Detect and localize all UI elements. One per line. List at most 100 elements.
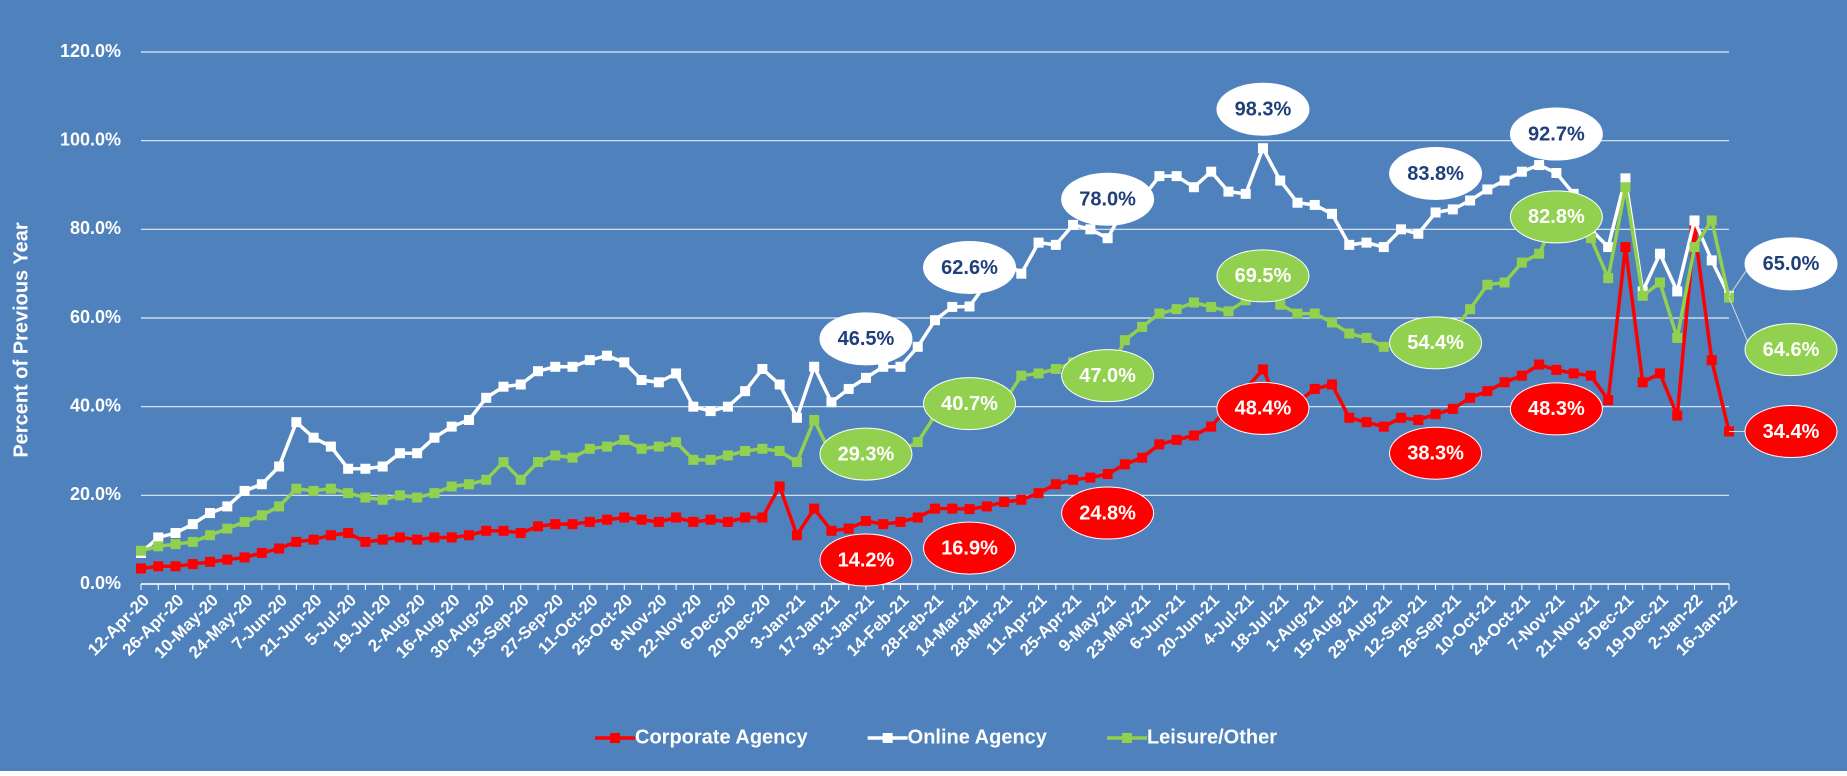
point-marker [1465, 392, 1476, 403]
point-marker [1119, 459, 1130, 470]
point-marker [429, 488, 440, 499]
point-marker [705, 514, 716, 525]
point-marker [170, 561, 181, 572]
data-label: 48.4% [1235, 398, 1292, 420]
point-marker [1482, 386, 1493, 397]
point-marker [602, 350, 613, 361]
point-marker [1465, 195, 1476, 206]
point-marker [1050, 239, 1061, 250]
point-marker [1378, 341, 1389, 352]
point-marker [567, 519, 578, 530]
point-marker [826, 525, 837, 536]
point-marker [377, 534, 388, 545]
point-marker [722, 516, 733, 527]
point-marker [308, 534, 319, 545]
point-marker [1050, 479, 1061, 490]
point-marker [187, 519, 198, 530]
point-marker [791, 412, 802, 423]
point-marker [343, 528, 354, 539]
point-marker [1016, 370, 1027, 381]
legend-marker [1121, 733, 1132, 743]
point-marker [809, 361, 820, 372]
point-marker [1033, 368, 1044, 379]
point-marker [463, 479, 474, 490]
point-marker [567, 361, 578, 372]
point-marker [308, 485, 319, 496]
point-marker [878, 519, 889, 530]
point-marker [377, 461, 388, 472]
callout-bubble [1509, 382, 1603, 436]
point-marker [481, 474, 492, 485]
data-label: 78.0% [1079, 188, 1136, 210]
point-marker [1223, 186, 1234, 197]
point-marker [1309, 383, 1320, 394]
point-marker [1534, 359, 1545, 370]
point-marker [274, 501, 285, 512]
point-marker [1689, 215, 1700, 226]
point-marker [1499, 377, 1510, 388]
point-marker [1413, 228, 1424, 239]
point-marker [429, 432, 440, 443]
data-label: 65.0% [1763, 253, 1820, 275]
point-marker [1068, 474, 1079, 485]
point-marker [481, 525, 492, 536]
point-marker [1516, 166, 1527, 177]
point-marker [1240, 188, 1251, 199]
point-marker [412, 534, 423, 545]
point-marker [325, 530, 336, 541]
point-marker [602, 514, 613, 525]
point-marker [1637, 290, 1648, 301]
point-marker [757, 363, 768, 374]
point-marker [1689, 224, 1700, 235]
point-marker [1396, 224, 1407, 235]
point-marker [1585, 370, 1596, 381]
point-marker [1551, 364, 1562, 375]
point-marker [1154, 171, 1165, 182]
point-marker [740, 386, 751, 397]
y-tick-label: 120.0% [60, 41, 121, 61]
point-marker [1361, 417, 1372, 428]
point-marker [584, 516, 595, 527]
point-marker [705, 406, 716, 417]
point-marker [1534, 160, 1545, 171]
point-marker [1689, 242, 1700, 253]
point-marker [1085, 472, 1096, 483]
point-marker [394, 490, 405, 501]
point-marker [1516, 370, 1527, 381]
point-marker [860, 516, 871, 527]
callout-bubble [1509, 190, 1603, 244]
point-marker [498, 525, 509, 536]
point-marker [774, 481, 785, 492]
data-label: 98.3% [1235, 98, 1292, 120]
point-marker [1137, 321, 1148, 332]
point-marker [912, 437, 923, 448]
point-marker [1275, 175, 1286, 186]
point-marker [239, 516, 250, 527]
callout-bubble [819, 312, 913, 366]
point-marker [1119, 335, 1130, 346]
point-marker [636, 443, 647, 454]
point-marker [1568, 368, 1579, 379]
callout-bubble [819, 533, 913, 587]
point-marker [774, 379, 785, 390]
point-marker [1447, 403, 1458, 414]
y-tick-label: 60.0% [70, 307, 121, 327]
point-marker [947, 301, 958, 312]
callout-bubble [1744, 404, 1838, 458]
point-marker [1516, 257, 1527, 268]
callout-bubble [1389, 426, 1483, 480]
legend-marker [610, 733, 620, 743]
point-marker [187, 536, 198, 547]
y-tick-label: 40.0% [70, 395, 121, 415]
point-marker [1257, 143, 1268, 154]
point-marker [377, 494, 388, 505]
callout-bubble [1216, 82, 1310, 136]
point-marker [1344, 239, 1355, 250]
point-marker [1154, 439, 1165, 450]
point-marker [1102, 233, 1113, 244]
point-marker [1327, 317, 1337, 328]
point-marker [1499, 277, 1510, 288]
point-marker [343, 463, 354, 474]
data-label: 14.2% [838, 549, 895, 571]
